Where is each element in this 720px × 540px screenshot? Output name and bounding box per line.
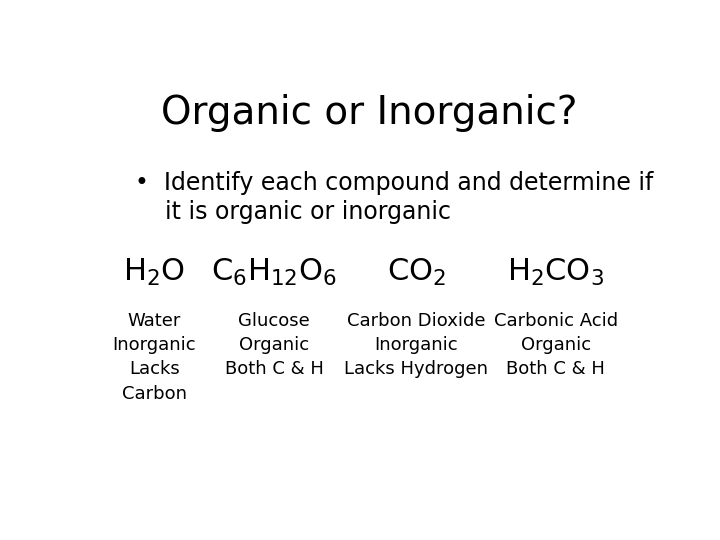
Text: •  Identify each compound and determine if: • Identify each compound and determine i…: [135, 171, 653, 195]
Text: Both C & H: Both C & H: [506, 360, 606, 379]
Text: Organic or Inorganic?: Organic or Inorganic?: [161, 94, 577, 132]
Text: $\mathregular{H_2CO_3}$: $\mathregular{H_2CO_3}$: [508, 257, 605, 288]
Text: Organic: Organic: [239, 336, 309, 354]
Text: it is organic or inorganic: it is organic or inorganic: [135, 200, 451, 224]
Text: Glucose: Glucose: [238, 312, 310, 330]
Text: $\mathregular{H_2O}$: $\mathregular{H_2O}$: [123, 257, 185, 288]
Text: Lacks Hydrogen: Lacks Hydrogen: [344, 360, 488, 379]
Text: Both C & H: Both C & H: [225, 360, 323, 379]
Text: Water: Water: [127, 312, 181, 330]
Text: Carbonic Acid: Carbonic Acid: [494, 312, 618, 330]
Text: Carbon Dioxide: Carbon Dioxide: [347, 312, 486, 330]
Text: Carbon: Carbon: [122, 384, 186, 402]
Text: Inorganic: Inorganic: [374, 336, 458, 354]
Text: $\mathregular{CO_2}$: $\mathregular{CO_2}$: [387, 257, 446, 288]
Text: Organic: Organic: [521, 336, 591, 354]
Text: $\mathregular{C_6H_{12}O_6}$: $\mathregular{C_6H_{12}O_6}$: [211, 257, 337, 288]
Text: Lacks: Lacks: [129, 360, 179, 379]
Text: Inorganic: Inorganic: [112, 336, 196, 354]
